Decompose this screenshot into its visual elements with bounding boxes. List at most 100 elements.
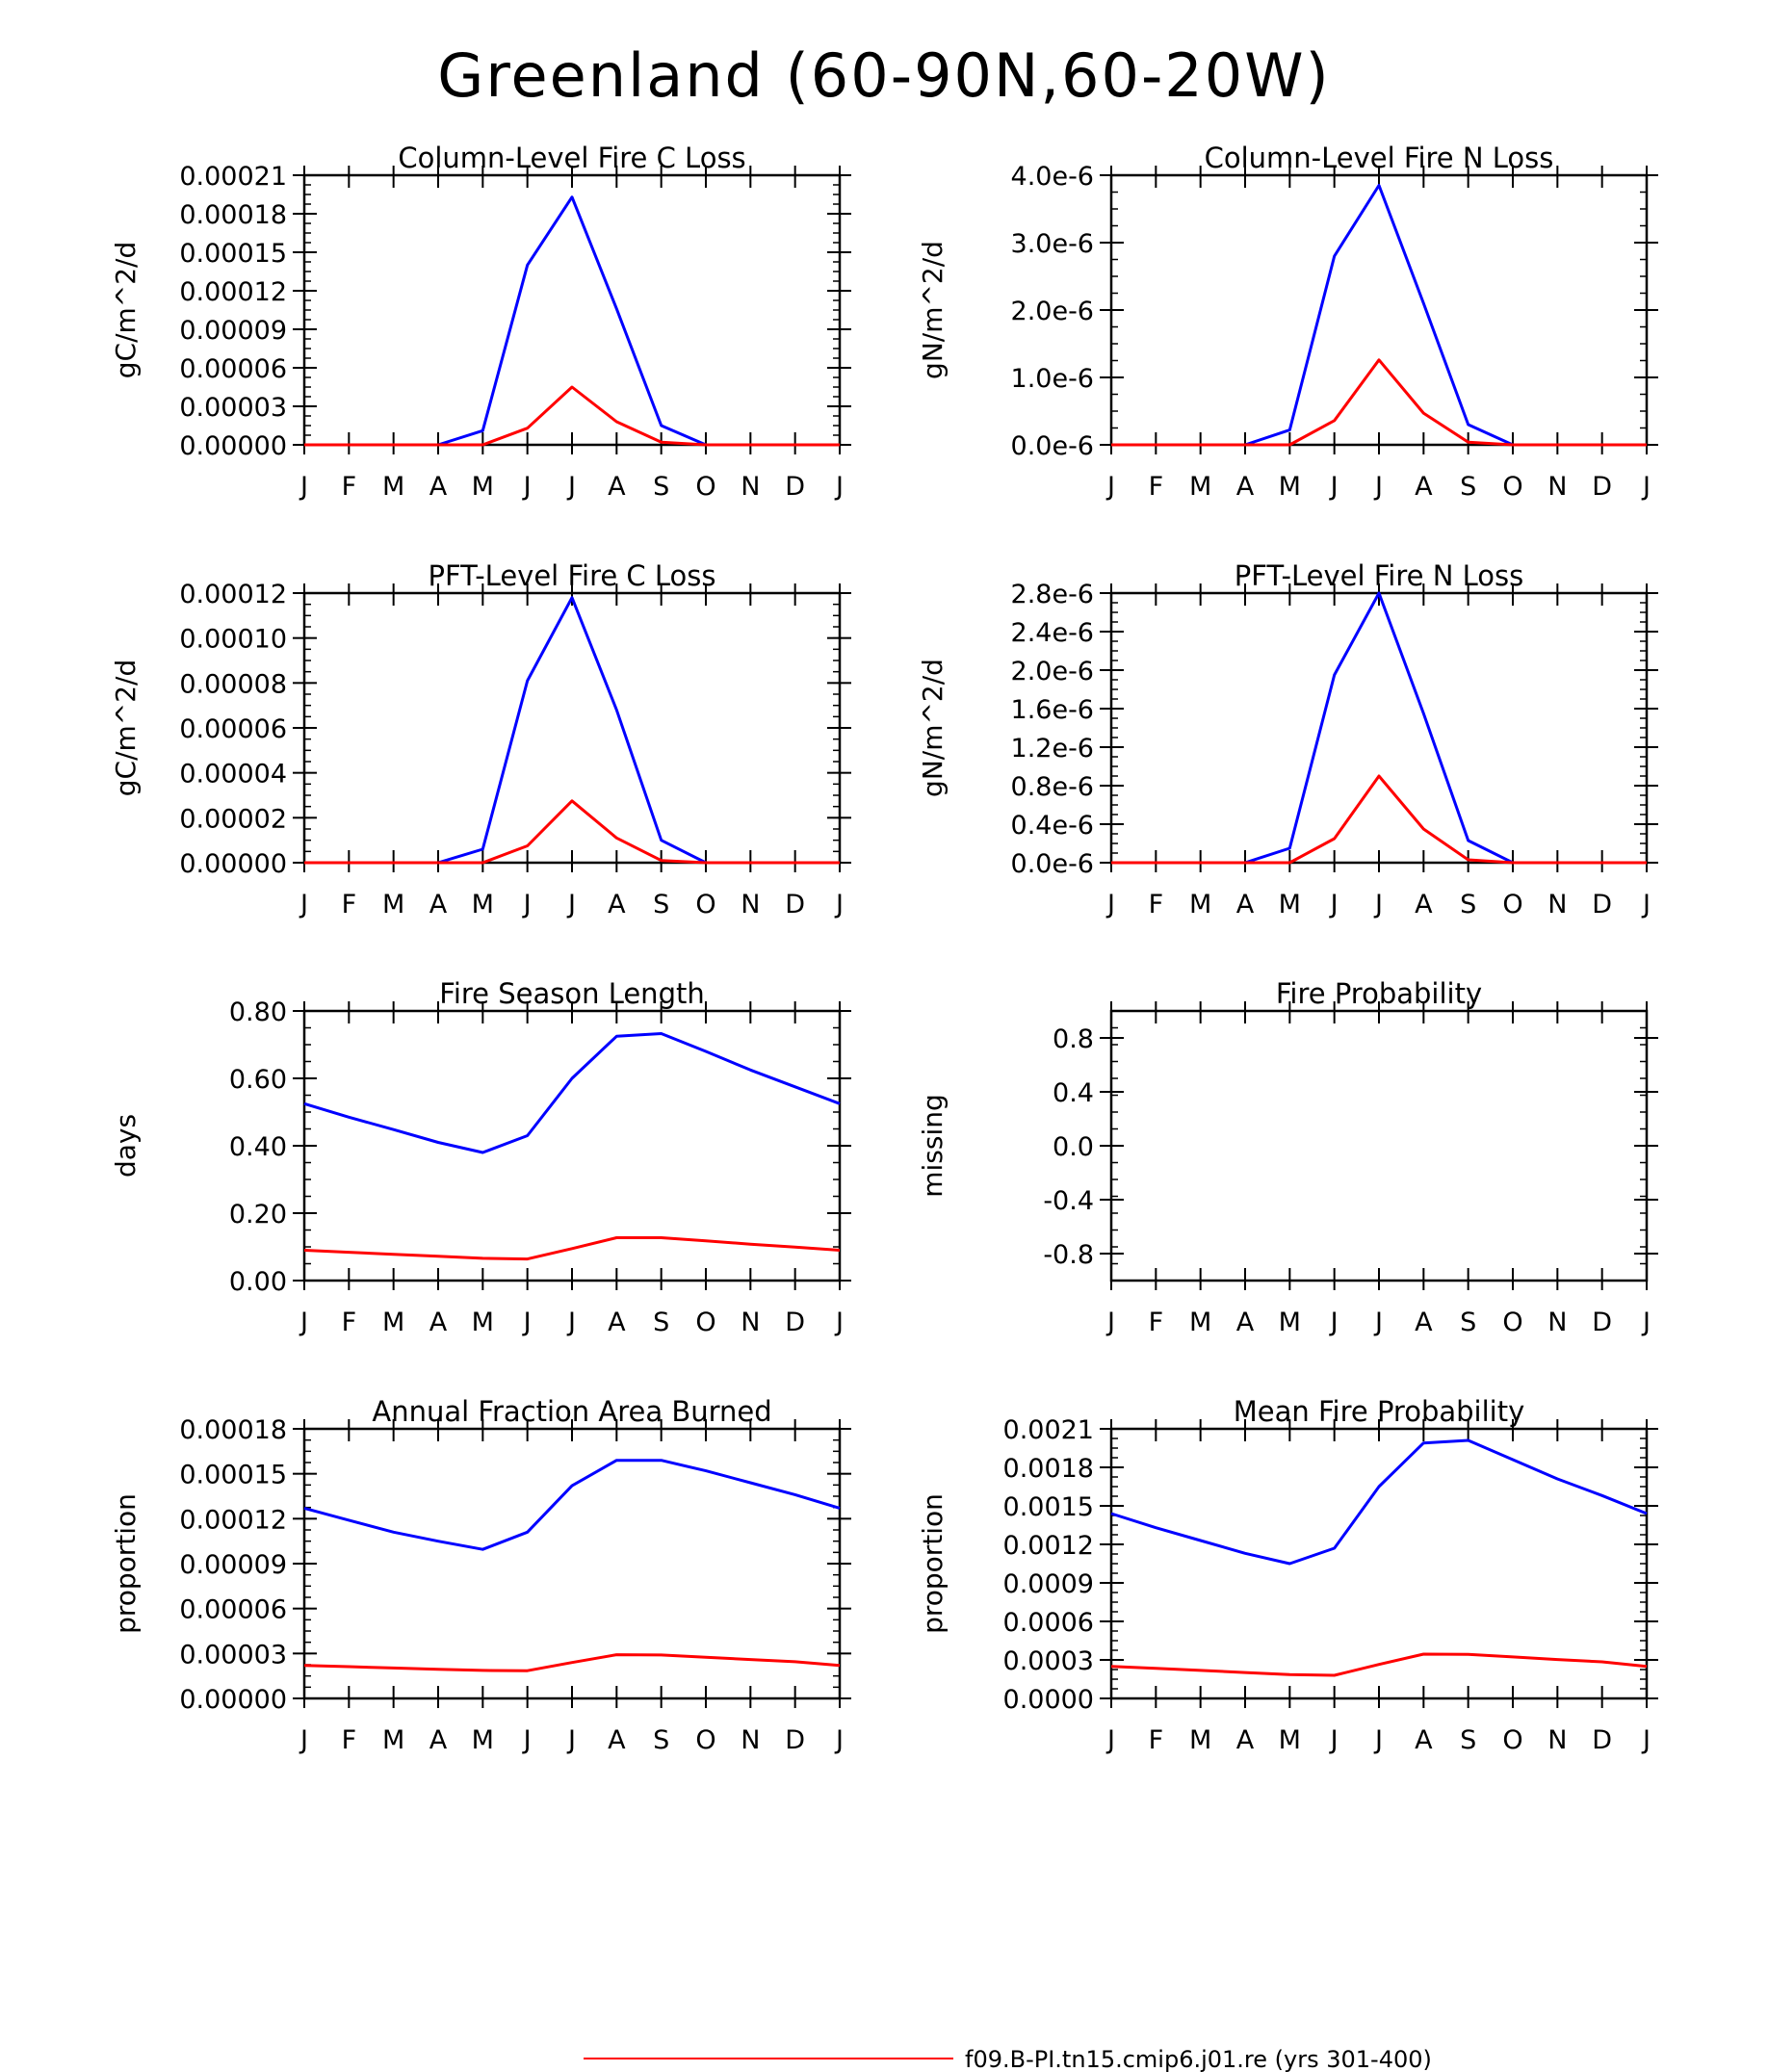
chart-panel-7: J F M A M J J A S O N D J0.000000.000030.000060.0000… [110,1395,851,1755]
x-tick-label: S [653,1308,669,1337]
x-tick-label: S [653,1725,669,1755]
y-tick-label: 0.40 [229,1132,287,1162]
y-tick-label: 0.0e-6 [1011,431,1094,461]
y-tick-label: 0.8 [1053,1024,1094,1054]
series-line-blue [1111,591,1647,865]
series-line-red [1111,358,1647,447]
x-tick-label: F [1149,890,1164,919]
x-tick-label: O [1502,890,1522,919]
panel-title: Fire Probability [1276,977,1482,1010]
y-tick-label: 0.00009 [179,316,287,346]
x-tick-label: S [1460,1308,1476,1337]
series-line-red [1111,774,1647,865]
x-tick-label: D [1592,1308,1612,1337]
x-tick-label: A [608,1308,626,1337]
y-axis-label: proportion [110,1493,142,1634]
x-tick-label: J [1329,890,1339,919]
y-axis-label: gN/m^2/d [917,241,949,379]
y-axis-label: gC/m^2/d [110,242,142,379]
x-tick-label: J [1105,472,1115,502]
x-tick-label: J [522,1725,532,1755]
x-tick-label: J [1373,890,1383,919]
x-tick-label: S [653,472,669,502]
x-tick-label: M [382,890,404,919]
x-tick-label: S [1460,890,1476,919]
y-tick-label: 0.00000 [179,1685,287,1715]
panel-title: Mean Fire Probability [1234,1395,1525,1428]
x-tick-label: F [1149,472,1164,502]
x-tick-label: F [342,890,357,919]
y-tick-label: 0.00008 [179,669,287,699]
x-tick-label: J [834,1308,844,1337]
series-line-blue [303,1459,841,1551]
x-tick-label: F [1149,1308,1164,1337]
y-tick-label: 0.0021 [1003,1415,1094,1445]
x-tick-label: O [695,890,715,919]
y-tick-label: 0.0003 [1003,1646,1094,1676]
y-tick-label: 0.4 [1053,1078,1094,1108]
x-tick-label: J [566,1725,576,1755]
y-tick-label: 4.0e-6 [1011,162,1094,192]
chart-panel-4: J F M A M J J A S O N D J0.0e-60.4e-60.8e-61.2e-61.6… [917,559,1658,919]
x-tick-label: J [834,1725,844,1755]
y-tick-label: 1.6e-6 [1011,695,1094,725]
x-tick-label: N [741,1725,760,1755]
y-tick-label: 2.0e-6 [1011,657,1094,686]
y-axis-label: days [110,1114,142,1178]
y-tick-label: 0.00018 [179,200,287,230]
plot-frame [1109,1009,1649,1282]
x-tick-label: O [695,1308,715,1337]
y-tick-label: 0.00009 [179,1550,287,1580]
x-tick-label: M [472,1308,494,1337]
y-tick-label: 0.00002 [179,804,287,834]
series-line-blue [304,195,840,447]
y-tick-label: 0.0015 [1003,1492,1094,1522]
y-tick-label: 0.20 [229,1200,287,1230]
x-tick-label: O [695,472,715,502]
x-tick-label: J [1641,1725,1651,1755]
x-tick-label: J [522,472,532,502]
y-tick-label: 0.0 [1053,1132,1094,1162]
y-tick-label: 0.0000 [1003,1685,1094,1715]
y-tick-label: 0.00012 [179,580,287,609]
page-title: Greenland (60-90N,60-20W) [437,40,1330,111]
x-tick-label: F [342,1725,357,1755]
y-tick-label: 0.0e-6 [1011,849,1094,879]
x-tick-label: N [1547,890,1567,919]
x-tick-label: A [1415,890,1433,919]
x-tick-label: A [1415,1308,1433,1337]
x-tick-label: A [1236,1308,1255,1337]
x-tick-label: D [1592,890,1612,919]
y-tick-label: 0.00003 [179,393,287,423]
x-tick-label: M [1279,890,1301,919]
panel-title: Column-Level Fire C Loss [398,142,745,174]
panel-title: Column-Level Fire N Loss [1205,142,1554,174]
series-line-red [304,799,840,865]
y-tick-label: 0.00012 [179,277,287,307]
x-tick-label: N [1547,1725,1567,1755]
x-tick-label: J [834,890,844,919]
y-tick-label: 0.00000 [179,849,287,879]
series-line-red [303,1653,841,1672]
x-tick-label: A [608,890,626,919]
y-tick-label: 0.4e-6 [1011,811,1094,841]
y-tick-label: 0.00006 [179,714,287,744]
x-tick-label: M [382,1725,404,1755]
y-tick-label: 0.00004 [179,760,287,790]
y-tick-label: 2.4e-6 [1011,618,1094,648]
x-tick-label: J [566,890,576,919]
x-tick-label: J [1105,1725,1115,1755]
x-tick-label: F [1149,1725,1164,1755]
x-tick-label: O [1502,1308,1522,1337]
x-tick-label: M [382,472,404,502]
y-tick-label: -0.8 [1043,1240,1094,1270]
series-line-blue [304,596,840,865]
x-tick-label: M [1279,1725,1301,1755]
x-tick-label: J [566,1308,576,1337]
x-tick-label: J [566,472,576,502]
x-tick-label: J [1105,1308,1115,1337]
x-tick-label: J [834,472,844,502]
x-tick-label: J [522,1308,532,1337]
